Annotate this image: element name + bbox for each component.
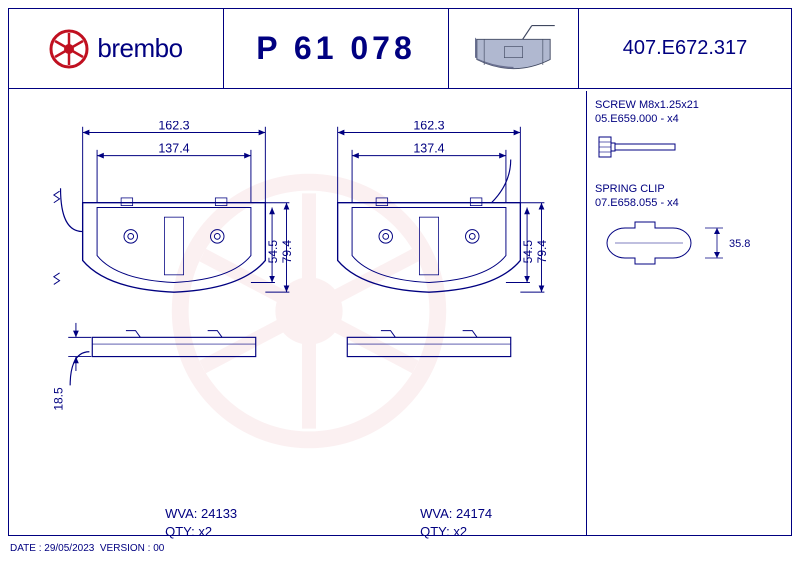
reference-cell: 407.E672.317	[579, 9, 791, 88]
pad-thumbnail-icon	[466, 21, 561, 76]
footer-date: 29/05/2023	[44, 543, 94, 554]
dim-height-outer: 79.4	[280, 240, 294, 263]
footer-date-label: DATE :	[10, 543, 41, 554]
header-row: brembo P 61 078 407.E672.317	[9, 9, 791, 89]
brembo-logo-icon	[49, 29, 89, 69]
footer-version: 00	[153, 543, 164, 554]
footer: DATE : 29/05/2023 VERSION : 00	[10, 543, 164, 554]
dim-height-outer: 79.4	[535, 240, 549, 263]
svg-text:162.3: 162.3	[158, 121, 189, 133]
pad-right-qty: QTY: x2	[384, 509, 467, 554]
body-area: SCREW M8x1.25x21 05.E659.000 - x4 SPRING…	[9, 91, 791, 535]
part-number: P 61 078	[256, 30, 416, 67]
pad-drawing-right: 162.3 137.4	[304, 121, 554, 443]
svg-text:137.4: 137.4	[158, 142, 189, 156]
brand-name: brembo	[97, 33, 182, 64]
drawing-sheet: brembo P 61 078 407.E672.317	[8, 8, 792, 536]
svg-text:137.4: 137.4	[413, 142, 444, 156]
main-drawings: 162.3 137.4	[9, 91, 586, 535]
pad-side-icon	[347, 331, 510, 357]
spring-clip-icon: 35.8	[595, 215, 765, 270]
dim-height-inner: 54.5	[521, 240, 535, 263]
screw-title: SCREW M8x1.25x21	[595, 99, 783, 111]
screw-code: 05.E659.000 - x4	[595, 113, 783, 125]
clip-dim: 35.8	[729, 238, 750, 250]
part-number-cell: P 61 078	[224, 9, 449, 88]
logo-cell: brembo	[9, 9, 224, 88]
accessory-screw: SCREW M8x1.25x21 05.E659.000 - x4	[595, 99, 783, 163]
accessories-column: SCREW M8x1.25x21 05.E659.000 - x4 SPRING…	[586, 91, 791, 535]
clip-code: 07.E658.055 - x4	[595, 197, 783, 209]
pad-front-icon	[338, 159, 521, 292]
pad-side-icon	[70, 331, 256, 386]
accessory-spring-clip: SPRING CLIP 07.E658.055 - x4 35.8	[595, 183, 783, 270]
pad-front-icon	[61, 188, 266, 292]
reference-number: 407.E672.317	[623, 37, 748, 60]
svg-text:162.3: 162.3	[413, 121, 444, 133]
thumbnail-cell	[449, 9, 579, 88]
pad-drawing-left: 162.3 137.4	[49, 121, 299, 443]
screw-icon	[595, 131, 705, 163]
clip-title: SPRING CLIP	[595, 183, 783, 195]
footer-version-label: VERSION :	[100, 543, 151, 554]
dim-height-inner: 54.5	[266, 240, 280, 263]
dim-thickness: 18.5	[52, 387, 66, 410]
